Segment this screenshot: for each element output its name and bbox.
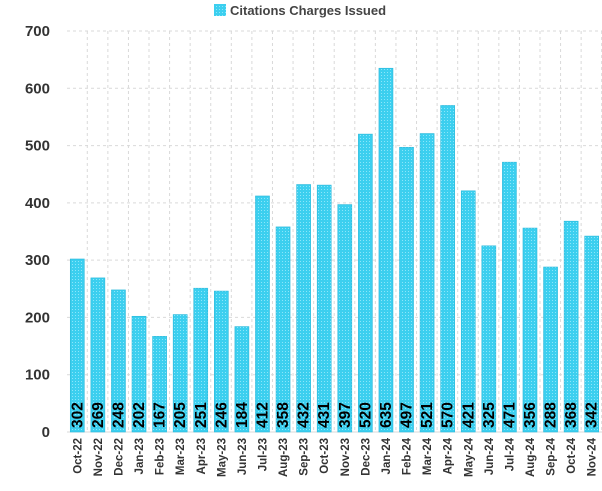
data-labels: 302 269 248 202 167 205 251 246 184 412 358 432 431 3… <box>69 402 600 428</box>
data-label: 520 <box>357 402 374 428</box>
bar <box>502 161 517 433</box>
x-tick-label: May-24 <box>463 437 475 477</box>
x-tick-label: Sep-23 <box>299 438 311 476</box>
bar <box>440 105 455 433</box>
bar <box>358 133 373 433</box>
x-tick-label: Sep-24 <box>546 437 558 475</box>
data-label: 302 <box>69 402 86 428</box>
x-axis: Oct-22 Nov-22 Dec-22 Jan-23 Feb-23 Mar-23 Apr-… <box>72 437 598 477</box>
data-label: 412 <box>254 402 271 428</box>
y-tick-label: 0 <box>42 424 50 441</box>
data-label: 368 <box>563 402 580 428</box>
x-tick-label: Dec-22 <box>113 438 125 476</box>
bar <box>460 190 476 433</box>
x-tick-label: Jan-24 <box>381 437 393 474</box>
bar <box>378 67 394 433</box>
data-label: 635 <box>378 402 395 428</box>
bars <box>69 67 600 433</box>
y-tick-label: 200 <box>25 309 50 326</box>
data-label: 356 <box>522 402 539 428</box>
data-label: 248 <box>110 402 127 428</box>
bar <box>131 315 147 433</box>
bar <box>522 227 538 433</box>
bar <box>275 226 291 433</box>
data-label: 397 <box>337 402 354 428</box>
x-tick-label: Oct-22 <box>72 438 84 474</box>
x-tick-label: Nov-24 <box>587 437 599 476</box>
x-tick-label: Jul-24 <box>504 437 516 471</box>
data-label: 246 <box>213 402 230 428</box>
y-axis: 0 100 200 300 400 500 600 700 <box>25 23 50 441</box>
data-label: 325 <box>481 402 498 428</box>
data-label: 432 <box>296 402 313 428</box>
bar <box>399 146 414 433</box>
data-label: 342 <box>584 402 601 428</box>
x-tick-label: Dec-23 <box>360 438 372 476</box>
y-tick-label: 300 <box>25 252 50 269</box>
data-label: 288 <box>543 402 560 428</box>
data-label: 202 <box>131 402 148 428</box>
data-label: 167 <box>152 402 169 428</box>
y-tick-label: 700 <box>25 23 50 40</box>
y-tick-label: 600 <box>25 80 50 97</box>
x-tick-label: Nov-22 <box>93 438 105 476</box>
bar <box>193 287 209 433</box>
x-tick-label: Oct-23 <box>319 438 331 474</box>
x-tick-label: Jul-23 <box>257 438 269 471</box>
bar <box>316 184 332 433</box>
x-tick-label: Mar-23 <box>175 438 187 475</box>
x-tick-label: May-23 <box>216 438 228 477</box>
gridlines <box>67 30 602 433</box>
data-label: 184 <box>234 402 251 428</box>
bar <box>172 314 188 433</box>
data-label: 358 <box>275 402 292 428</box>
bar <box>69 258 85 433</box>
data-label: 421 <box>460 402 477 428</box>
data-label: 269 <box>90 402 107 428</box>
data-label: 205 <box>172 402 189 428</box>
x-tick-label: Nov-23 <box>340 438 352 476</box>
y-tick-label: 500 <box>25 138 50 155</box>
x-tick-label: Mar-24 <box>422 437 434 475</box>
data-label: 431 <box>316 402 333 428</box>
x-tick-label: Feb-23 <box>155 438 167 475</box>
x-tick-label: Oct-24 <box>566 437 578 473</box>
x-tick-label: Jan-23 <box>134 438 146 474</box>
bar <box>234 326 250 433</box>
y-tick-label: 100 <box>25 367 50 384</box>
bar <box>584 235 600 433</box>
bar <box>111 289 126 433</box>
bar <box>419 133 435 433</box>
x-tick-label: Jun-24 <box>484 437 496 475</box>
bar <box>337 204 353 433</box>
bar <box>296 184 311 433</box>
legend-label: Citations Charges Issued <box>230 3 386 18</box>
x-tick-label: Apr-24 <box>443 437 455 474</box>
bar <box>255 195 270 433</box>
data-label: 521 <box>419 402 436 428</box>
bar <box>152 336 167 433</box>
x-tick-label: Jun-23 <box>237 438 249 475</box>
x-tick-label: Feb-24 <box>402 437 414 475</box>
bar <box>90 277 106 433</box>
data-label: 570 <box>440 402 457 428</box>
legend: Citations Charges Issued <box>214 3 386 18</box>
data-label: 471 <box>501 402 518 428</box>
x-tick-label: Aug-23 <box>278 438 290 477</box>
data-label: 251 <box>193 402 210 428</box>
legend-swatch <box>214 4 226 16</box>
x-tick-label: Apr-23 <box>196 438 208 474</box>
bar <box>481 245 497 433</box>
x-tick-label: Aug-24 <box>525 437 537 477</box>
data-label: 497 <box>399 402 416 428</box>
bar <box>543 266 558 433</box>
bar <box>563 220 579 433</box>
y-tick-label: 400 <box>25 195 50 212</box>
bar <box>214 290 229 433</box>
